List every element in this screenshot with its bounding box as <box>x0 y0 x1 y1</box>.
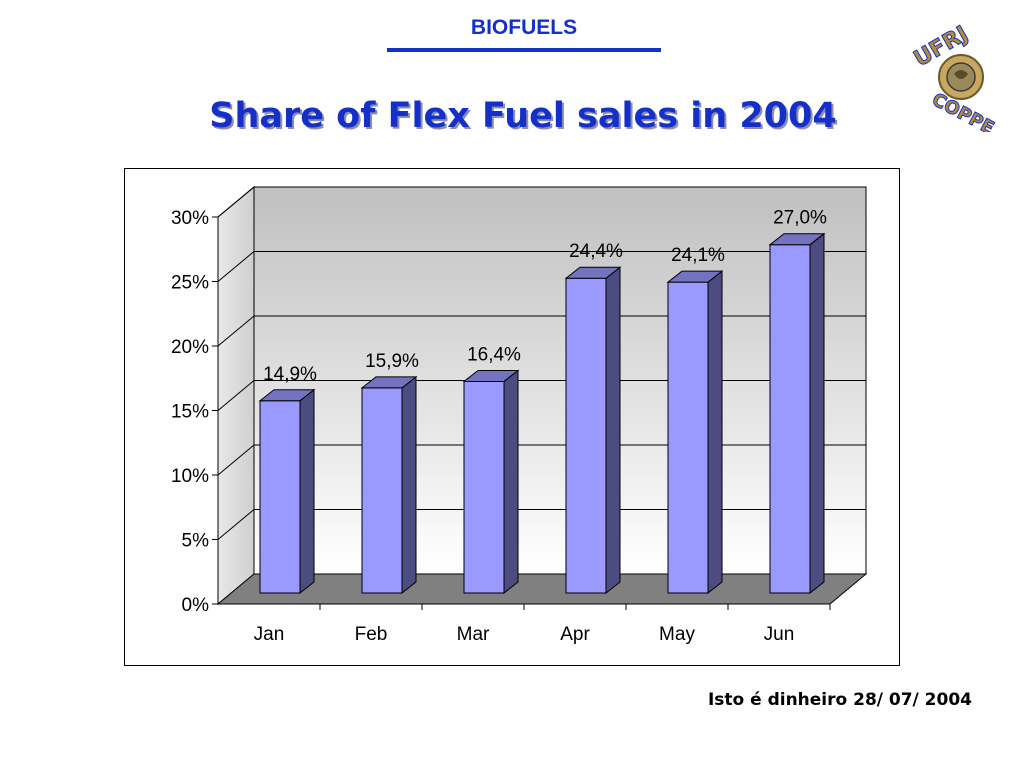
data-label: 16,4% <box>467 344 521 365</box>
bar-jan <box>259 400 301 594</box>
x-tick-label: Feb <box>355 624 388 645</box>
bar-side-mar <box>503 369 519 595</box>
data-label: 27,0% <box>773 208 827 229</box>
y-tick-label: 20% <box>171 337 209 358</box>
x-tick-label: Mar <box>457 624 490 645</box>
x-tick-label: Apr <box>560 624 590 645</box>
source-citation: Isto é dinheiro 28/ 07/ 2004 <box>707 690 972 710</box>
y-tick-label: 10% <box>171 466 209 487</box>
data-label: 14,9% <box>263 364 317 385</box>
bar-top-apr <box>564 266 622 279</box>
bar-side-jan <box>299 388 315 595</box>
chart-floor <box>216 573 868 605</box>
ufrj-coppe-logo-icon: UFRJ COPPE <box>909 22 998 132</box>
bar-top-jun <box>768 233 826 246</box>
bar-side-apr <box>605 266 621 595</box>
bar-top-feb <box>360 376 418 389</box>
y-tick-label: 25% <box>171 273 209 294</box>
x-tick-label: May <box>659 624 695 645</box>
bar-apr <box>565 277 607 594</box>
header-underline <box>387 48 661 52</box>
bar-top-mar <box>462 369 520 382</box>
y-tick-label: 30% <box>171 208 209 229</box>
bar-top-may <box>666 270 724 283</box>
gridline-side <box>217 380 255 411</box>
y-tick-label: 5% <box>182 531 210 552</box>
gridline-side <box>217 315 255 347</box>
gridline-side <box>217 444 255 476</box>
bar-mar <box>463 380 505 594</box>
bar-may <box>667 281 709 594</box>
bar-top-jan <box>258 389 316 402</box>
gridline-side <box>217 251 255 282</box>
x-tick-label: Jan <box>254 624 285 645</box>
bar-feb <box>361 387 403 594</box>
data-label: 24,1% <box>671 245 725 266</box>
y-tick-label: 15% <box>171 402 209 423</box>
y-tick-label: 0% <box>182 595 210 616</box>
slide-title: Share of Flex Fuel sales in 2004 <box>209 96 837 136</box>
header-label: BIOFUELS <box>470 16 578 39</box>
data-label: 24,4% <box>569 241 623 262</box>
gridline-side <box>217 509 255 540</box>
bar-jun <box>769 244 811 594</box>
bar-side-may <box>707 270 723 595</box>
bar-side-jun <box>809 232 825 595</box>
x-tick-label: Jun <box>764 624 795 645</box>
gridline-side <box>217 186 255 218</box>
bar-side-feb <box>401 375 417 595</box>
data-label: 15,9% <box>365 351 419 372</box>
